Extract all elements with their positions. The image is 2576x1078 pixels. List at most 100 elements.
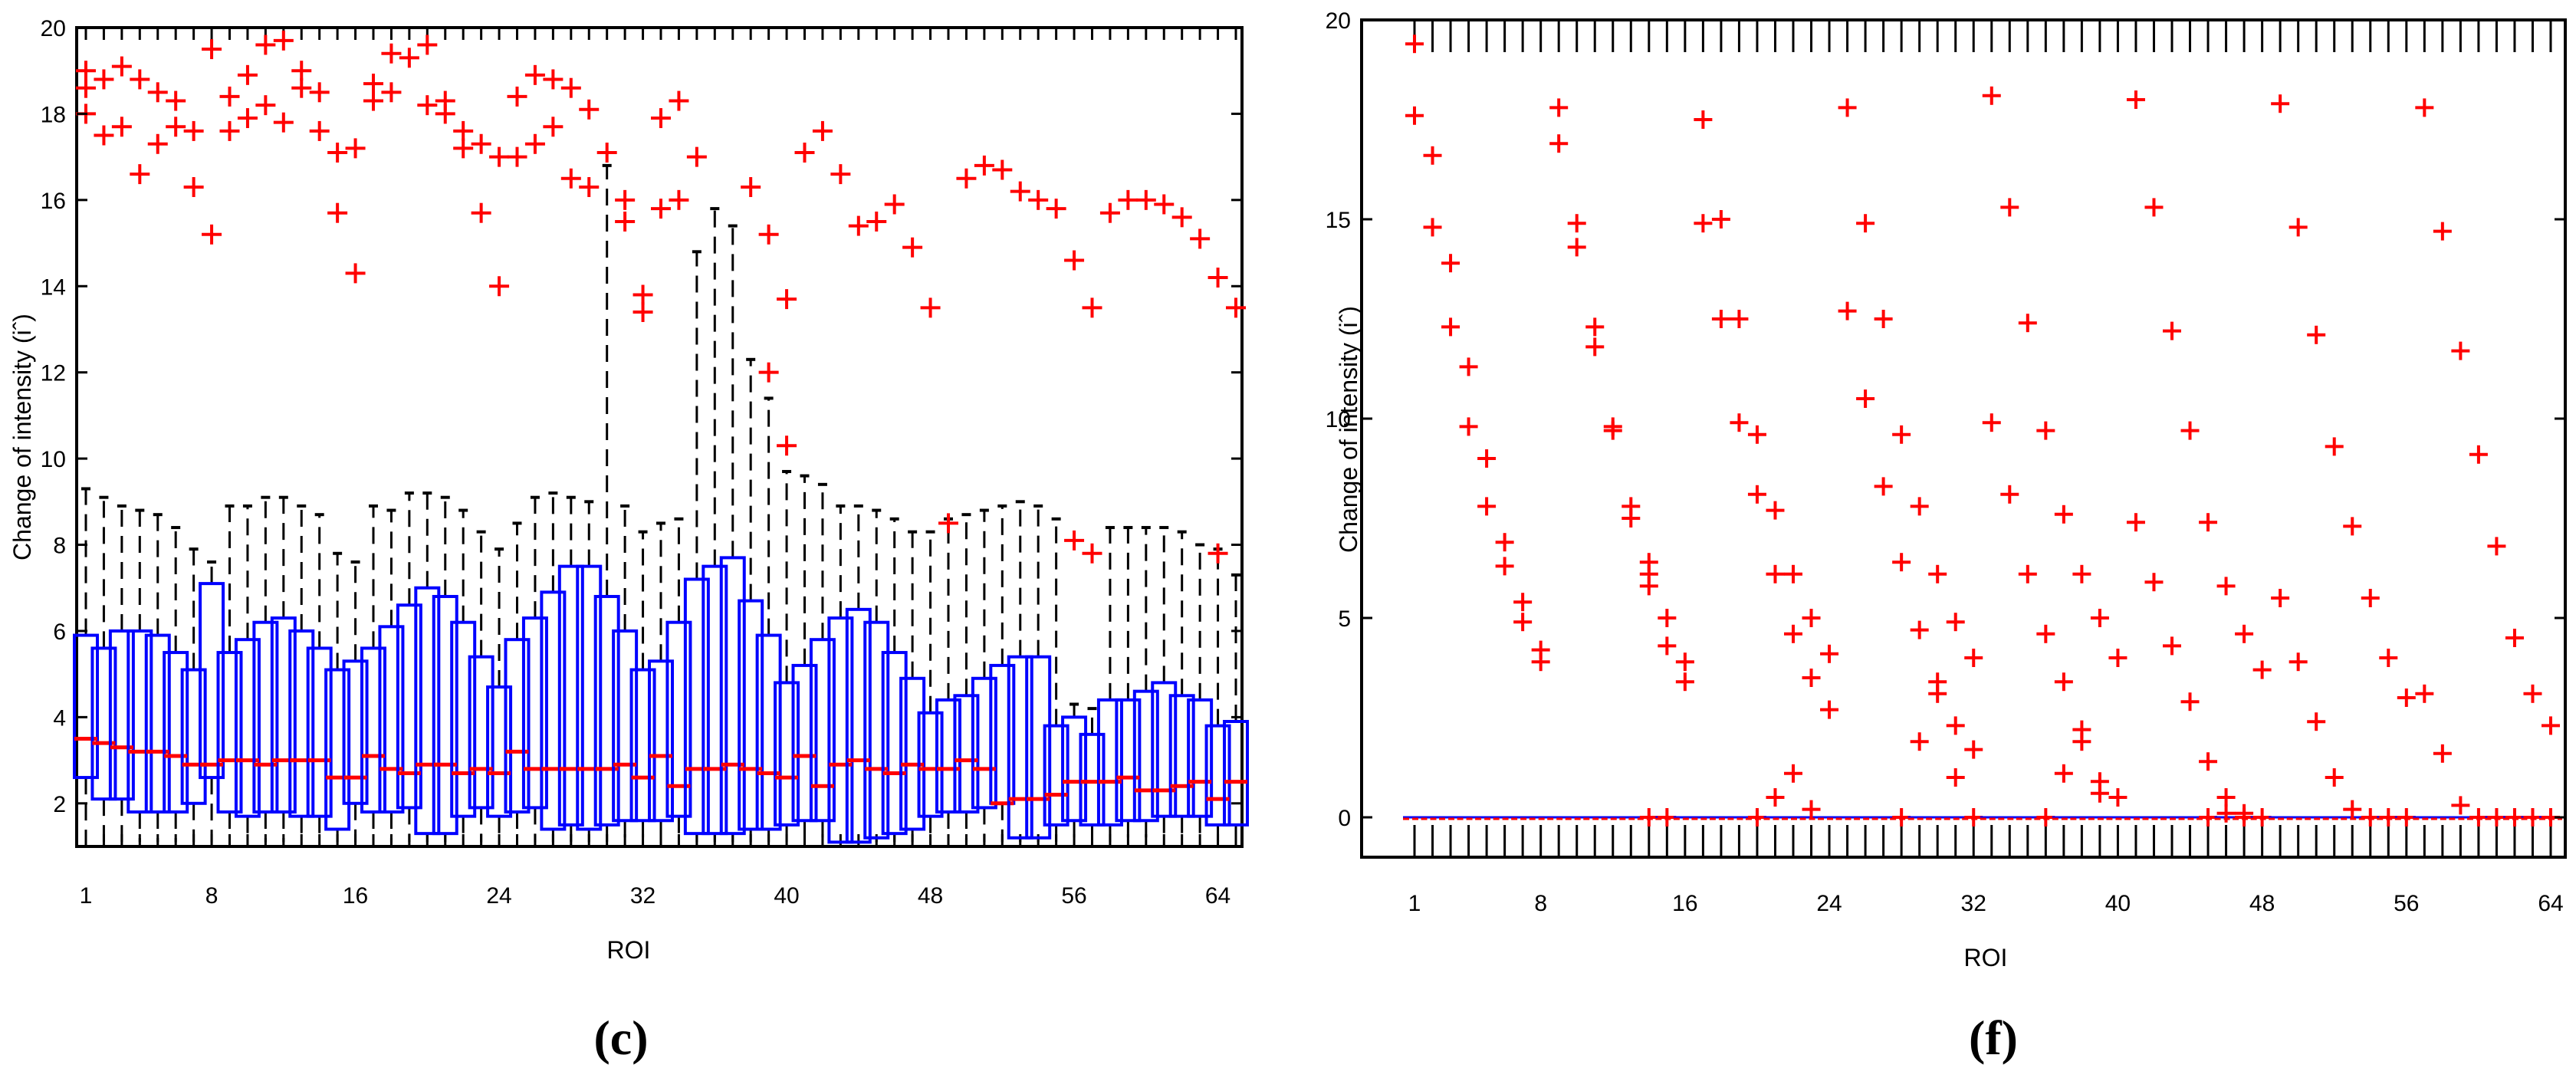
y-tick-label: 20 [1326,8,1351,34]
box [648,659,674,823]
box [306,646,333,818]
y-tick-label: 16 [41,189,66,214]
box [593,594,620,827]
x-tick-label: 8 [1534,891,1547,916]
box [144,633,171,814]
box [576,564,603,831]
panel-f-y-axis-title: Change of intensity (iˆ) [1335,306,1362,553]
x-tick-label: 24 [1816,891,1842,916]
box [755,633,782,831]
box [504,638,531,814]
box [252,620,279,814]
box [521,616,548,810]
y-tick-label: 5 [1338,606,1351,632]
box [917,711,944,818]
x-tick-label: 16 [343,883,368,909]
box [1223,719,1249,827]
box [665,620,692,818]
x-tick-label: 8 [205,883,219,909]
box [396,603,422,810]
y-tick-label: 0 [1338,806,1351,831]
box [1025,655,1052,840]
panel-f-caption: (f) [1969,1011,2018,1065]
box [774,681,800,827]
box [450,620,477,818]
box [1151,681,1178,818]
box [1187,698,1214,818]
box [432,594,458,836]
box [342,659,369,805]
y-tick-label: 14 [41,274,66,300]
box [108,629,135,801]
y-tick-label: 10 [41,447,66,472]
box [127,629,153,814]
box [360,646,386,814]
box [719,556,746,836]
box [414,586,441,836]
panel-f-marks [1403,20,2562,857]
box [1043,724,1070,827]
panel-c-marks [73,28,1249,846]
box [809,638,836,823]
box [73,633,99,780]
x-tick-label: 40 [2105,891,2131,916]
x-tick-label: 56 [2394,891,2419,916]
y-tick-label: 6 [53,620,66,645]
panel-c-frame [75,26,1244,848]
x-tick-label: 56 [1061,883,1086,909]
y-tick-label: 12 [41,361,66,386]
box [1007,655,1033,840]
x-tick-label: 1 [1408,891,1421,916]
panel-c-x-ticks: 1 8 16 24 32 40 48 56 64 [80,883,1231,909]
panel-c-y-ticks: 2 4 6 8 10 12 14 16 18 20 [41,16,1242,817]
box [683,577,710,836]
box [324,668,351,831]
box [468,655,495,810]
y-tick-label: 10 [1326,407,1351,432]
box [288,629,315,818]
box [216,651,243,814]
y-tick-label: 8 [53,534,66,559]
box [738,599,764,831]
box [827,616,854,844]
box [1168,694,1195,818]
box [557,564,584,827]
box [845,607,872,844]
box [935,698,961,814]
x-tick-label: 40 [774,883,799,909]
panel-c-x-axis-title: ROI [607,936,651,964]
box [1061,715,1088,823]
box [863,620,890,840]
box [180,668,207,805]
box [199,582,225,780]
y-tick-label: 15 [1326,208,1351,233]
y-tick-label: 20 [41,16,66,41]
panel-f-x-ticks: 1 8 16 24 32 40 48 56 64 [1408,891,2564,916]
x-tick-label: 64 [1205,883,1230,909]
x-tick-label: 48 [918,883,943,909]
box [234,638,261,818]
box [1204,724,1231,827]
box [1115,698,1142,823]
panel-c-y-axis-title: Change of intensity (iˆ) [8,314,36,560]
box [791,663,818,823]
box [629,668,656,823]
box [163,651,189,814]
x-tick-label: 16 [1672,891,1697,916]
box [971,676,997,810]
box [881,651,908,836]
y-tick-label: 2 [53,792,66,817]
box [540,590,567,831]
box [702,564,728,836]
x-tick-label: 32 [1961,891,1986,916]
x-tick-label: 64 [2538,891,2563,916]
x-tick-label: 1 [80,883,93,909]
box [1132,689,1159,823]
y-tick-label: 18 [41,102,66,127]
box [953,694,980,814]
panel-c-caption: (c) [593,1011,648,1065]
x-tick-label: 24 [486,883,511,909]
y-tick-label: 4 [53,705,66,731]
